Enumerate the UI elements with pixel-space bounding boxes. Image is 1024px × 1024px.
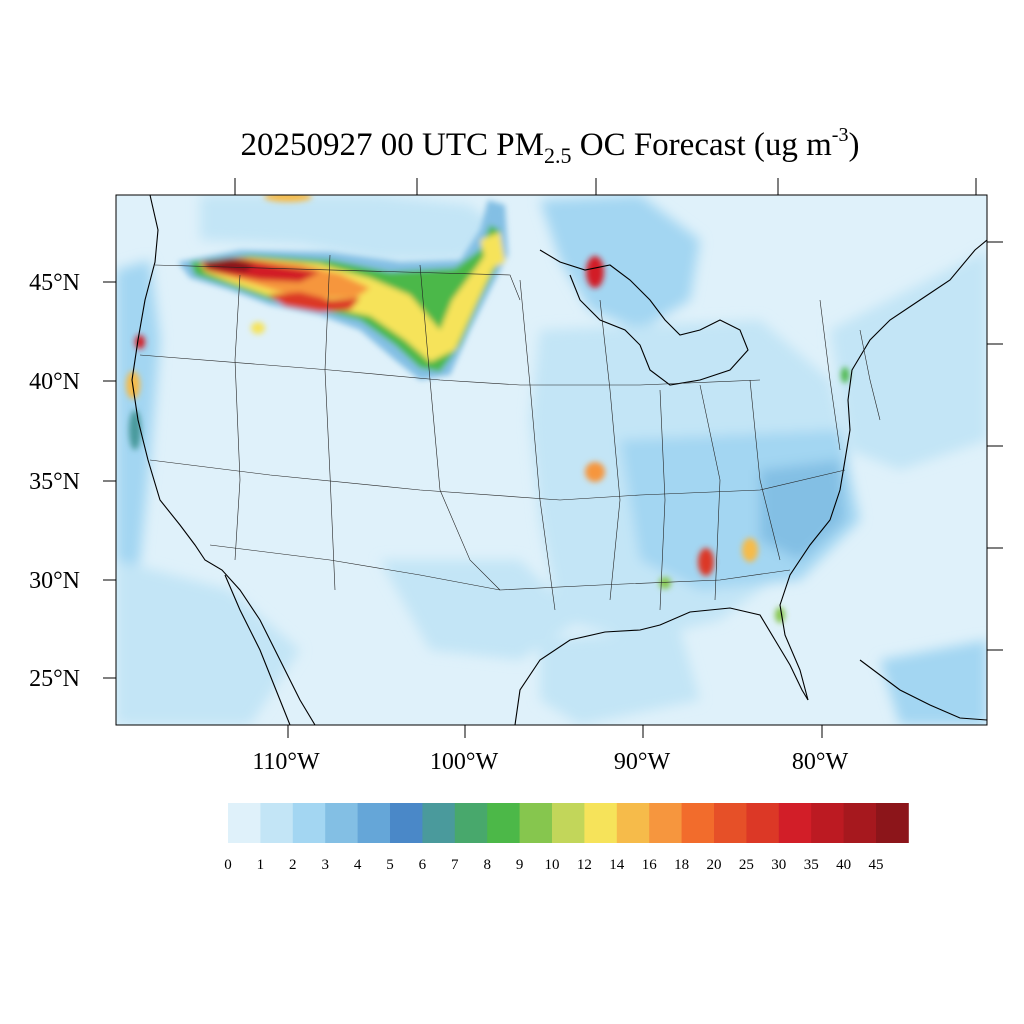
smoke-plume-north — [178, 200, 508, 380]
colorbar-label: 10 — [545, 857, 560, 873]
colorbar-label: 0 — [224, 857, 232, 873]
colorbar-label: 7 — [451, 857, 459, 873]
colorbar-box — [357, 803, 391, 843]
colorbar-label: 45 — [869, 857, 884, 873]
map-panel: 45°N 40°N 35°N 30°N 25°N 110°W 100°W 90°… — [29, 178, 1003, 775]
lat-label-25n: 25°N — [29, 666, 80, 692]
colorbar-label: 1 — [257, 857, 265, 873]
colorbar-label: 20 — [707, 857, 722, 873]
colorbar-label: 6 — [419, 857, 427, 873]
colorbar-boxes — [228, 803, 909, 843]
colorbar-label: 35 — [804, 857, 819, 873]
lon-label-110w: 110°W — [252, 749, 320, 775]
map-frame — [115, 194, 988, 726]
lat-label-35n: 35°N — [29, 469, 80, 495]
lon-label-100w: 100°W — [430, 749, 499, 775]
colorbar-box — [260, 803, 294, 843]
lat-label-45n: 45°N — [29, 270, 80, 296]
colorbar-box — [843, 803, 877, 843]
colorbar-box — [811, 803, 844, 843]
colorbar-label: 18 — [674, 857, 689, 873]
colorbar-label: 3 — [321, 857, 329, 873]
axis-ticks — [103, 178, 1003, 738]
colorbar-label: 14 — [609, 857, 625, 873]
colorbar-box — [714, 803, 747, 843]
colorbar-label: 30 — [771, 857, 786, 873]
colorbar-box — [519, 803, 553, 843]
map-title: 20250927 00 UTC PM2.5 OC Forecast (ug m-… — [241, 124, 860, 168]
colorbar-labels: 0 1 2 3 4 5 6 7 8 9 10 12 14 16 18 20 25 30 35 40 45 — [224, 857, 883, 873]
colorbar-label: 9 — [516, 857, 524, 873]
lon-label-90w: 90°W — [614, 749, 671, 775]
colorbar-label: 8 — [483, 857, 491, 873]
coastlines — [131, 195, 987, 725]
colorbar-box — [325, 803, 358, 843]
colorbar-box — [746, 803, 780, 843]
colorbar-box — [487, 803, 520, 843]
colorbar-label: 12 — [577, 857, 592, 873]
colorbar-box — [778, 803, 812, 843]
colorbar-box — [292, 803, 326, 843]
colorbar-box — [616, 803, 650, 843]
colorbar-label: 4 — [354, 857, 362, 873]
colorbar-box — [649, 803, 682, 843]
colorbar-box — [876, 803, 909, 843]
colorbar: 0 1 2 3 4 5 6 7 8 9 10 12 14 16 18 20 25 30 35 40 45 — [224, 803, 909, 873]
colorbar-label: 2 — [289, 857, 297, 873]
lat-label-30n: 30°N — [29, 568, 80, 594]
lon-label-80w: 80°W — [792, 749, 849, 775]
colorbar-box — [454, 803, 488, 843]
lat-label-40n: 40°N — [29, 369, 80, 395]
colorbar-label: 25 — [739, 857, 754, 873]
colorbar-box — [422, 803, 456, 843]
colorbar-label: 40 — [836, 857, 851, 873]
colorbar-label: 16 — [642, 857, 658, 873]
colorbar-label: 5 — [386, 857, 394, 873]
state-boundaries — [139, 254, 881, 611]
colorbar-box — [228, 803, 261, 843]
colorbar-box — [552, 803, 585, 843]
colorbar-box — [681, 803, 715, 843]
colorbar-box — [390, 803, 423, 843]
colorbar-box — [584, 803, 618, 843]
